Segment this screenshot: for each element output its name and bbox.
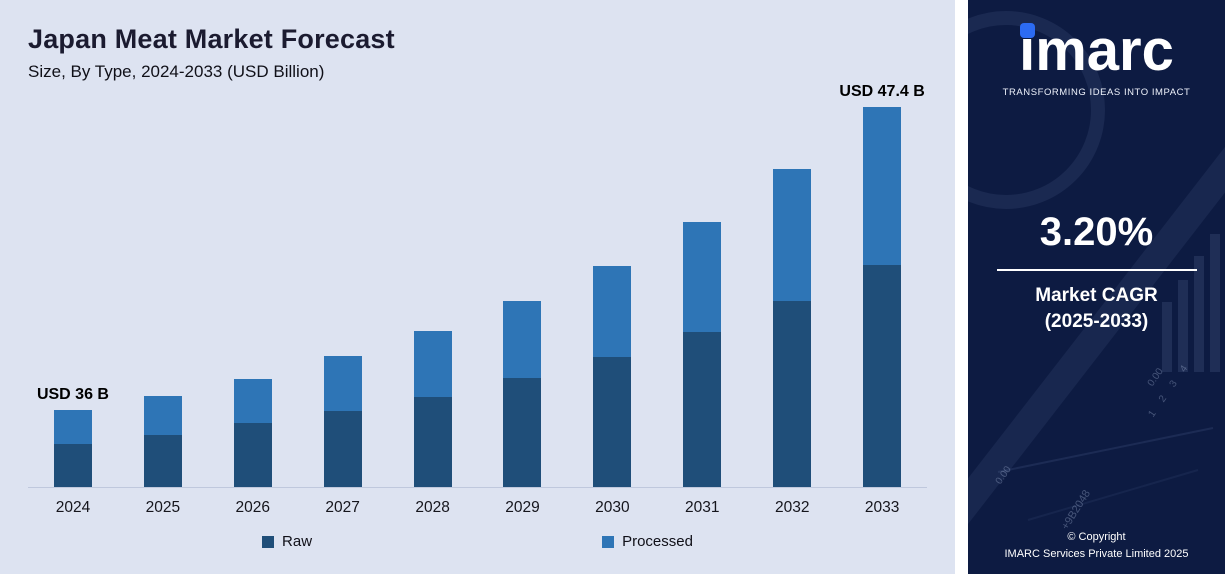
bar-segment-processed [683,221,722,333]
imarc-logo-text: imarc [1019,18,1174,83]
plot-area: USD 36 B USD 47.4 B [28,83,927,488]
legend-swatch [602,535,615,548]
stacked-bar [53,409,92,487]
bar-segment-raw [683,332,722,487]
bar-segment-raw [773,301,812,487]
bar-column [478,301,568,487]
x-axis-label: 2030 [595,499,630,516]
legend-item-processed: Processed [602,533,693,550]
bar-column [298,356,388,487]
legend-swatch [262,535,275,548]
bar-segment-processed [233,378,272,423]
x-axis-label: 2026 [235,499,270,516]
copyright: © Copyright IMARC Services Private Limit… [1004,529,1188,562]
legend-label: Raw [282,533,313,550]
stacked-bar [593,265,632,487]
stacked-bar [413,331,452,487]
x-axis-label: 2033 [864,499,900,516]
x-axis-label: 2031 [685,499,720,516]
copyright-line1: © Copyright [1067,531,1126,543]
bar-segment-processed [773,169,812,301]
chart-title: Japan Meat Market Forecast [28,24,395,54]
bar-segment-raw [53,443,92,487]
x-axis-label: 2029 [505,499,540,516]
stacked-bar [683,221,722,487]
bar-column [657,221,747,487]
stacked-bar [233,378,272,487]
bar-column [567,265,657,487]
bar-segment-raw [863,264,902,487]
chart-header: Japan Meat Market Forecast Size, By Type… [0,0,955,82]
bar-segment-raw [503,378,542,487]
bar-column [747,169,837,487]
bar-column: USD 36 B [28,386,118,487]
bar-column [118,395,208,487]
bar-column: USD 47.4 B [837,83,927,487]
cagr-divider [996,269,1197,271]
legend-label: Processed [622,533,693,550]
x-axis-labels: 2024 2025 2026 2027 2028 2029 2030 2031 2032 2033 [28,488,927,517]
bar-column [388,331,478,487]
bar-segment-raw [323,410,362,487]
bar-segment-processed [143,395,182,435]
x-axis-label: 2032 [774,499,810,516]
cagr-label-line1: Market CAGR [1035,285,1158,306]
chart-subtitle: Size, By Type, 2024-2033 (USD Billion) [28,62,325,81]
stacked-bar [503,301,542,487]
stacked-bar [773,169,812,487]
bar-segment-processed [413,331,452,397]
imarc-tagline: TRANSFORMING IDEAS INTO IMPACT [1002,87,1191,98]
bar-segment-processed [863,107,902,265]
brand-panel-content: imarc TRANSFORMING IDEAS INTO IMPACT 3.2… [968,0,1225,574]
imarc-logo-dot-icon [1020,23,1036,38]
bar-segment-raw [593,357,632,487]
bar-segment-processed [323,356,362,411]
chart-section: Japan Meat Market Forecast Size, By Type… [0,0,955,574]
bar-segment-raw [143,434,182,487]
stacked-bar [323,356,362,487]
copyright-line2: IMARC Services Private Limited 2025 [1004,547,1189,560]
bar-segment-processed [593,265,632,358]
bar-segment-processed [53,409,92,444]
bar-segment-raw [233,422,272,487]
x-axis-label: 2025 [145,499,181,516]
brand-panel: 0.00 1 2 3 4 +9B2048 0.00 imarc TRANSFOR… [968,0,1225,574]
cagr-value: 3.20% [1039,210,1154,254]
x-axis-label: 2024 [55,499,91,516]
x-axis-label: 2027 [325,499,360,516]
bar-segment-raw [413,396,452,487]
bar-column [208,378,298,487]
stacked-bar [863,107,902,487]
legend-item-raw: Raw [262,533,312,550]
panel-decorative-graphics [968,11,1225,525]
value-label: USD 36 B [36,385,109,403]
value-label: USD 47.4 B [839,83,925,101]
bar-segment-processed [503,301,542,379]
x-axis-label: 2028 [415,499,450,516]
stacked-bar [143,395,182,487]
cagr-label-line2: (2025-2033) [1044,311,1149,332]
legend: Raw Processed [0,533,955,550]
imarc-logo: imarc [1019,22,1174,80]
